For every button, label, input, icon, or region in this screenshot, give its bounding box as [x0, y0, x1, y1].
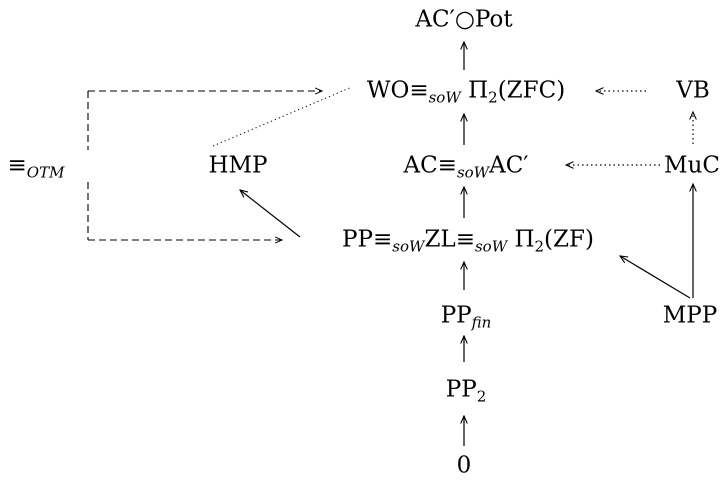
node-ac-label: AC≡	[403, 152, 457, 179]
node-vb-label: VB	[676, 77, 710, 104]
node-zero: 0	[456, 452, 472, 479]
node-wo-zfc-label: (ZFC)	[497, 77, 566, 104]
node-muc-label: MuC	[664, 152, 720, 179]
node-zl-label: ZL≡	[424, 226, 475, 253]
node-muc: MuC	[664, 152, 720, 179]
node-pp2-label: PP	[445, 376, 477, 403]
node-ac-prime-label: AC′	[489, 152, 529, 179]
node-zf-label: (ZF)	[544, 226, 594, 253]
node-pp-fin: PPfin	[440, 302, 492, 330]
node-zl-sub: soW	[474, 237, 508, 256]
arrow-mpp-to-pi2zf	[620, 256, 691, 299]
node-pp-sub: soW	[392, 237, 425, 256]
node-pp-2: PP2	[445, 376, 487, 404]
node-pp2-sub: 2	[476, 387, 487, 406]
node-ac-ac-prime: AC≡soWAC′	[403, 152, 529, 180]
arrow-pp-to-hmp	[240, 190, 301, 238]
node-otm-sub: OTM	[26, 163, 65, 182]
node-wo-pi-label: Π	[460, 77, 489, 104]
node-ppfin-sub: fin	[471, 313, 492, 332]
dotted-hmp-to-wo	[212, 86, 353, 147]
node-ac-prime-pot: AC′○Pot	[415, 6, 513, 33]
node-hmp: HMP	[208, 152, 268, 179]
node-ppfin-label: PP	[440, 302, 472, 329]
node-otm-label: ≡	[7, 152, 27, 179]
node-wo-pi-sub: 2	[488, 88, 498, 107]
node-pp-label: PP≡	[342, 226, 393, 253]
node-pp-pi-sub: 2	[534, 237, 545, 256]
node-hmp-label: HMP	[208, 152, 268, 179]
node-zero-label: 0	[456, 452, 472, 479]
node-pp-pi-label: Π	[507, 226, 535, 253]
node-mpp: MPP	[662, 302, 718, 329]
node-wo-pi2-zfc: WO≡soW Π2(ZFC)	[366, 77, 566, 105]
node-ac-prime-pot-label: AC′○Pot	[415, 6, 513, 33]
node-mpp-label: MPP	[662, 302, 718, 329]
node-ac-sub: soW	[456, 163, 490, 182]
node-wo-label: WO≡	[366, 77, 429, 104]
node-pp-zl-pi2-zf: PP≡soWZL≡soW Π2(ZF)	[342, 226, 594, 254]
node-equiv-otm: ≡OTM	[7, 152, 65, 180]
node-wo-sub: soW	[428, 88, 461, 107]
node-vb: VB	[676, 77, 710, 104]
